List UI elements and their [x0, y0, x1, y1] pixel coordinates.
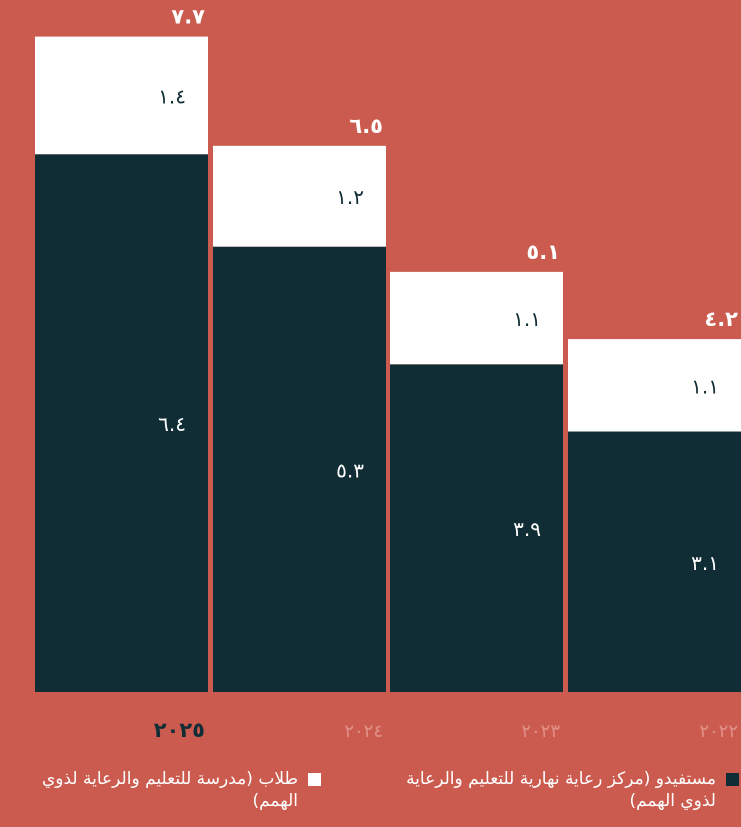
- light-value-label-0: ١.٤: [158, 84, 186, 108]
- labels-group: ٦.٤ ١.٤ ٧.٧ ٢٠٢٥ ٥.٣ ١.٢ ٦.٥ ٢٠٢٤ ٣.٩ ١.١ ٥.١ ٢٠٢٣ ٣…: [154, 5, 738, 742]
- x-tick-label-0: ٢٠٢٥: [154, 718, 205, 742]
- light-value-label-2: ١.١: [513, 307, 541, 331]
- bars-group: [35, 36, 741, 692]
- legend-label-light: طلاب (مدرسة للتعليم والرعاية لذوي الهمم): [41, 769, 298, 811]
- bar-segment-dark-2: [390, 364, 563, 692]
- total-label-0: ٧.٧: [171, 5, 205, 29]
- dark-value-label-0: ٦.٤: [158, 412, 186, 436]
- x-tick-label-2: ٢٠٢٣: [521, 721, 560, 742]
- x-tick-label-1: ٢٠٢٤: [344, 721, 383, 742]
- dark-value-label-3: ٣.١: [691, 551, 719, 575]
- bar-segment-light-0: [35, 36, 208, 155]
- bar-segment-dark-3: [568, 431, 741, 692]
- bar-segment-light-1: [213, 145, 386, 247]
- total-label-3: ٤.٢: [704, 307, 738, 331]
- bar-segment-dark-1: [213, 246, 386, 692]
- dark-value-label-1: ٥.٣: [336, 458, 364, 482]
- dark-value-label-2: ٣.٩: [513, 517, 541, 541]
- total-label-2: ٥.١: [526, 240, 560, 264]
- light-value-label-1: ١.٢: [336, 185, 364, 209]
- legend-swatch-dark: [726, 773, 739, 786]
- legend-label-dark: مستفيدو (مركز رعاية نهارية للتعليم والرع…: [406, 769, 716, 811]
- bar-segment-light-2: [390, 271, 563, 365]
- legend-swatch-light: [308, 773, 321, 786]
- total-label-1: ٦.٥: [349, 114, 383, 138]
- legend-item-light: طلاب (مدرسة للتعليم والرعاية لذوي الهمم): [21, 768, 321, 812]
- light-value-label-3: ١.١: [691, 374, 719, 398]
- bar-segment-dark-0: [35, 154, 208, 692]
- legend-item-dark: مستفيدو (مركز رعاية نهارية للتعليم والرع…: [389, 768, 739, 812]
- bar-segment-light-3: [568, 339, 741, 432]
- x-tick-label-3: ٢٠٢٢: [699, 721, 738, 742]
